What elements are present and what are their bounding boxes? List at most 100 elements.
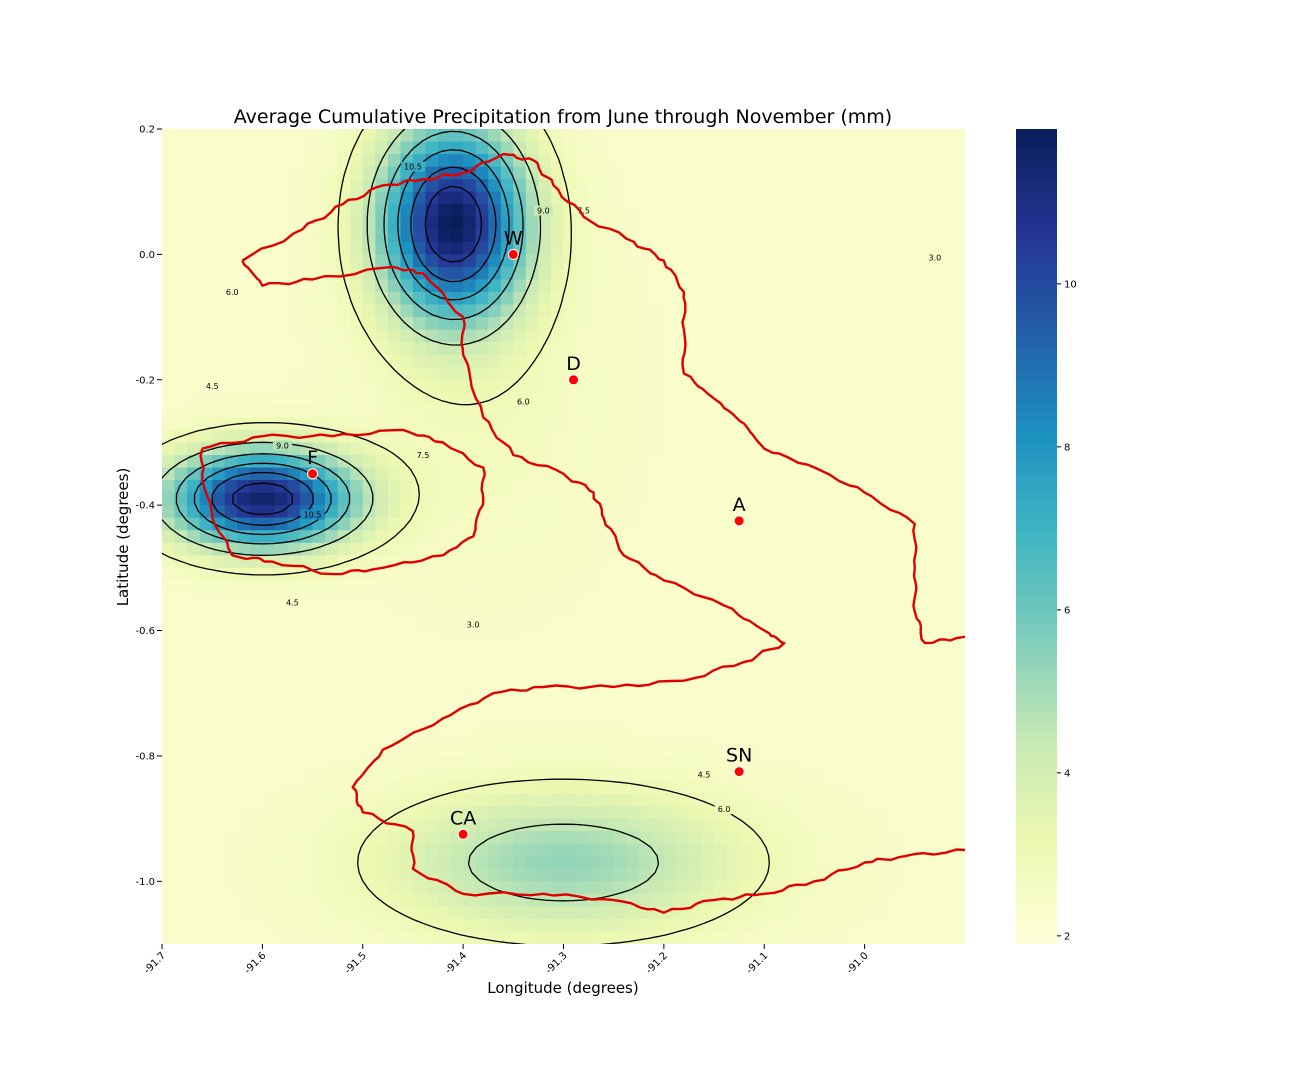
heatmap-cell: [438, 304, 452, 318]
heatmap-cell: [701, 429, 715, 444]
heatmap-cell: [438, 768, 452, 782]
heatmap-cell: [362, 141, 376, 155]
heatmap-cell: [249, 893, 263, 907]
heatmap-cell: [952, 367, 965, 381]
heatmap-cell: [525, 555, 540, 569]
heatmap-cell: [789, 392, 803, 406]
heatmap-cell: [751, 304, 765, 318]
heatmap-cell: [814, 743, 828, 757]
heatmap-cell: [864, 379, 878, 393]
heatmap-cell: [224, 580, 238, 594]
heatmap-cell: [952, 831, 965, 845]
heatmap-cell: [249, 592, 263, 607]
heatmap-cell: [626, 718, 640, 732]
heatmap-cell: [789, 542, 803, 556]
heatmap-cell: [450, 693, 464, 707]
heatmap-cell: [776, 367, 790, 381]
heatmap-cell: [676, 254, 690, 268]
heatmap-cell: [500, 329, 514, 343]
heatmap-cell: [337, 317, 351, 331]
heatmap-cell: [249, 668, 263, 682]
heatmap-cell: [325, 580, 339, 594]
heatmap-cell: [400, 392, 414, 406]
heatmap-cell: [651, 216, 665, 230]
heatmap-cell: [475, 856, 489, 870]
heatmap-cell: [927, 505, 941, 519]
heatmap-cell: [463, 154, 477, 168]
heatmap-cell: [776, 605, 790, 619]
heatmap-cell: [601, 718, 615, 732]
heatmap-cell: [852, 404, 866, 418]
heatmap-cell: [952, 304, 965, 318]
heatmap-cell: [312, 480, 326, 494]
heatmap-cell: [638, 530, 652, 544]
heatmap-cell: [739, 505, 753, 519]
heatmap-cell: [300, 868, 314, 882]
heatmap-cell: [538, 329, 552, 343]
heatmap-cell: [199, 906, 213, 920]
heatmap-cell: [776, 455, 790, 469]
heatmap-cell: [751, 592, 765, 607]
heatmap-cell: [739, 693, 753, 707]
heatmap-cell: [601, 429, 615, 444]
heatmap-cell: [864, 342, 878, 356]
heatmap-cell: [337, 542, 351, 556]
heatmap-cell: [927, 580, 941, 594]
heatmap-cell: [939, 404, 954, 418]
heatmap-cell: [337, 618, 351, 632]
heatmap-cell: [187, 843, 201, 857]
heatmap-cell: [450, 893, 464, 907]
heatmap-cell: [350, 417, 364, 431]
heatmap-cell: [914, 718, 928, 732]
heatmap-cell: [438, 392, 452, 406]
heatmap-cell: [613, 680, 627, 694]
heatmap-cell: [325, 680, 339, 694]
heatmap-cell: [312, 317, 326, 331]
heatmap-cell: [676, 743, 690, 757]
heatmap-cell: [714, 241, 728, 255]
heatmap-cell: [814, 279, 828, 293]
heatmap-cell: [274, 680, 289, 694]
heatmap-cell: [438, 843, 452, 857]
heatmap-cell: [249, 542, 263, 556]
heatmap-cell: [688, 304, 703, 318]
heatmap-cell: [701, 555, 715, 569]
heatmap-cell: [425, 567, 439, 581]
heatmap-cell: [187, 743, 201, 757]
heatmap-cell: [350, 718, 364, 732]
heatmap-cell: [438, 793, 452, 807]
heatmap-cell: [174, 367, 188, 381]
heatmap-cell: [450, 492, 464, 506]
heatmap-cell: [162, 705, 176, 719]
heatmap-cell: [162, 868, 176, 882]
heatmap-cell: [576, 317, 590, 331]
heatmap-cell: [174, 216, 188, 230]
heatmap-cell: [902, 367, 916, 381]
heatmap-cell: [651, 467, 665, 481]
heatmap-cell: [300, 154, 314, 168]
heatmap-cell: [237, 492, 251, 506]
contour-label-bg: [513, 396, 533, 407]
heatmap-cell: [814, 442, 828, 456]
heatmap-cell: [387, 655, 401, 669]
contour-label-bg: [463, 619, 483, 630]
heatmap-cell: [801, 630, 816, 644]
heatmap-cell: [601, 417, 615, 431]
heatmap-cell: [438, 693, 452, 707]
heatmap-cell: [927, 467, 941, 481]
heatmap-cell: [952, 718, 965, 732]
heatmap-cell: [199, 429, 213, 444]
heatmap-cell: [638, 216, 652, 230]
heatmap-cell: [412, 655, 427, 669]
heatmap-cell: [902, 455, 916, 469]
heatmap-cell: [877, 379, 891, 393]
heatmap-cell: [952, 354, 965, 368]
heatmap-cell: [663, 630, 678, 644]
heatmap-cell: [626, 354, 640, 368]
heatmap-cell: [350, 492, 364, 506]
heatmap-cell: [789, 781, 803, 795]
heatmap-cell: [638, 693, 652, 707]
heatmap-cell: [300, 279, 314, 293]
heatmap-cell: [789, 492, 803, 506]
y-axis-label: Latitude (degrees): [114, 468, 132, 607]
